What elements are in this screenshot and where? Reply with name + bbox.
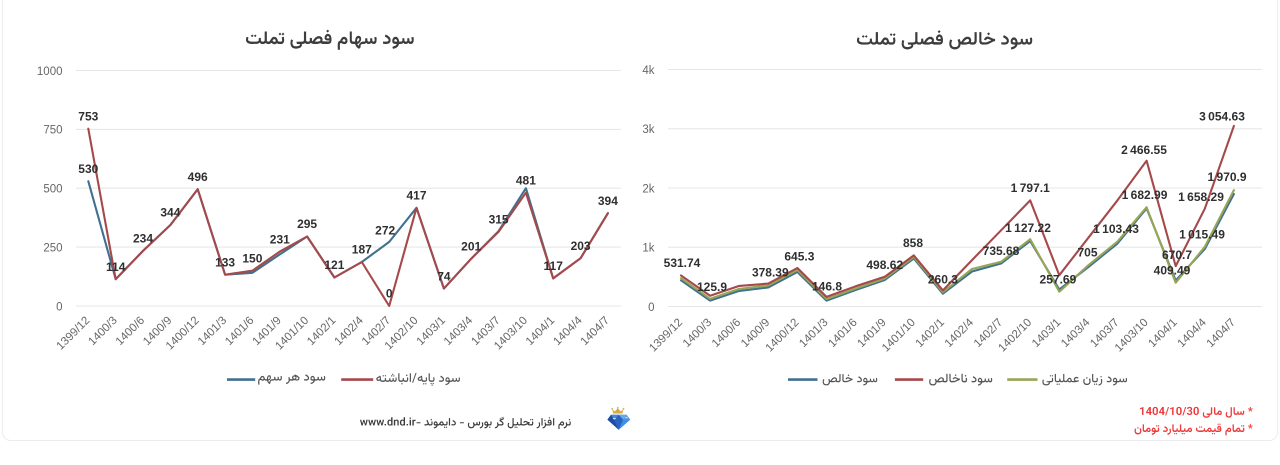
svg-text:3k: 3k [642,124,654,136]
svg-text:1404/7: 1404/7 [1205,317,1238,350]
svg-text:1403/1: 1403/1 [415,315,448,348]
svg-text:146.8: 146.8 [812,280,842,294]
svg-text:1402/1: 1402/1 [914,317,947,350]
svg-text:1399/12: 1399/12 [55,315,93,353]
svg-text:1402/4: 1402/4 [333,314,367,348]
svg-text:150: 150 [242,251,262,265]
svg-text:257.69: 257.69 [1040,272,1077,286]
svg-text:705: 705 [1077,246,1097,260]
svg-text:315: 315 [489,213,509,227]
svg-text:1401/6: 1401/6 [826,317,859,350]
svg-text:1401/3: 1401/3 [196,315,229,348]
svg-text:1 103.43: 1 103.43 [1093,222,1139,236]
svg-text:201: 201 [461,239,481,253]
svg-text:125.9: 125.9 [697,280,727,294]
svg-text:496: 496 [188,170,208,184]
svg-text:1400/6: 1400/6 [114,315,147,348]
svg-text:74: 74 [437,269,451,283]
svg-text:1 682.99: 1 682.99 [1122,188,1168,202]
svg-text:409.49: 409.49 [1154,264,1191,278]
svg-text:498.62: 498.62 [866,258,903,272]
svg-text:1 797.1: 1 797.1 [1011,181,1050,195]
svg-text:1399/12: 1399/12 [647,317,685,355]
svg-text:645.3: 645.3 [784,249,814,263]
svg-text:1404/4: 1404/4 [1176,316,1210,350]
svg-text:1404/7: 1404/7 [579,315,612,348]
svg-text:0: 0 [648,302,654,314]
svg-text:530: 530 [78,162,98,176]
svg-text:231: 231 [270,232,290,246]
svg-text:750: 750 [43,125,62,137]
svg-text:260.3: 260.3 [928,273,958,287]
svg-text:394: 394 [598,194,618,208]
svg-text:1400/6: 1400/6 [710,317,743,350]
svg-text:2 466.55: 2 466.55 [1121,143,1167,157]
svg-text:1403/4: 1403/4 [442,314,476,348]
svg-text:1401/6: 1401/6 [223,315,256,348]
svg-text:858: 858 [903,236,923,250]
svg-text:1 970.9: 1 970.9 [1207,170,1246,184]
svg-text:735.68: 735.68 [983,244,1020,258]
svg-text:344: 344 [160,206,180,220]
svg-text:500: 500 [43,184,62,196]
svg-text:1404/4: 1404/4 [551,314,585,348]
svg-text:1403/4: 1403/4 [1059,316,1093,350]
svg-text:4k: 4k [642,65,654,77]
svg-text:670.7: 670.7 [1162,248,1192,262]
svg-text:272: 272 [375,224,395,238]
svg-text:1403/1: 1403/1 [1030,317,1063,350]
svg-text:1402/4: 1402/4 [943,316,977,350]
svg-text:1 015.49: 1 015.49 [1179,228,1225,242]
svg-text:0: 0 [56,301,62,313]
svg-text:1402/1: 1402/1 [305,315,338,348]
svg-text:1 658.29: 1 658.29 [1178,190,1224,204]
svg-text:0: 0 [386,287,393,301]
svg-text:417: 417 [406,189,426,203]
svg-text:114: 114 [106,260,126,274]
svg-text:2k: 2k [642,183,654,195]
svg-text:1400/3: 1400/3 [681,317,714,350]
svg-text:250: 250 [43,242,62,254]
svg-text:1 127.22: 1 127.22 [1005,221,1051,235]
svg-text:3 054.63: 3 054.63 [1199,110,1245,124]
svg-text:1k: 1k [642,243,654,255]
svg-text:481: 481 [516,173,536,187]
svg-text:295: 295 [297,217,317,231]
svg-text:1401/3: 1401/3 [797,317,830,350]
svg-text:133: 133 [215,255,235,269]
svg-text:1000: 1000 [37,66,63,78]
svg-text:234: 234 [133,232,153,246]
svg-text:203: 203 [571,239,591,253]
svg-text:753: 753 [78,109,98,123]
svg-text:117: 117 [544,259,564,273]
svg-text:531.74: 531.74 [664,256,701,270]
svg-text:378.39: 378.39 [752,265,789,279]
svg-text:1404/1: 1404/1 [524,315,557,348]
svg-text:1400/3: 1400/3 [86,315,119,348]
svg-text:187: 187 [352,243,372,257]
svg-text:121: 121 [324,258,344,272]
svg-text:1404/1: 1404/1 [1146,317,1179,350]
